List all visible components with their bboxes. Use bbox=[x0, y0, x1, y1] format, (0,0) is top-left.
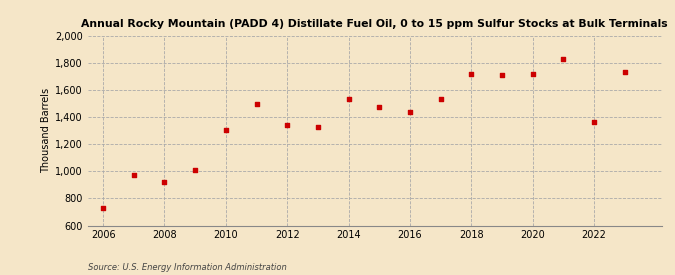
Point bbox=[374, 105, 385, 109]
Point bbox=[619, 70, 630, 75]
Point bbox=[404, 110, 415, 114]
Y-axis label: Thousand Barrels: Thousand Barrels bbox=[41, 88, 51, 173]
Point bbox=[221, 128, 232, 132]
Point bbox=[497, 73, 508, 77]
Point bbox=[159, 180, 170, 184]
Point bbox=[466, 72, 477, 76]
Point bbox=[435, 97, 446, 101]
Point bbox=[589, 120, 599, 124]
Point bbox=[98, 206, 109, 210]
Title: Annual Rocky Mountain (PADD 4) Distillate Fuel Oil, 0 to 15 ppm Sulfur Stocks at: Annual Rocky Mountain (PADD 4) Distillat… bbox=[81, 20, 668, 29]
Point bbox=[281, 122, 292, 127]
Point bbox=[128, 172, 139, 177]
Point bbox=[558, 57, 569, 61]
Point bbox=[343, 97, 354, 101]
Point bbox=[190, 168, 200, 172]
Text: Source: U.S. Energy Information Administration: Source: U.S. Energy Information Administ… bbox=[88, 263, 286, 272]
Point bbox=[313, 125, 323, 130]
Point bbox=[527, 72, 538, 76]
Point bbox=[251, 101, 262, 106]
